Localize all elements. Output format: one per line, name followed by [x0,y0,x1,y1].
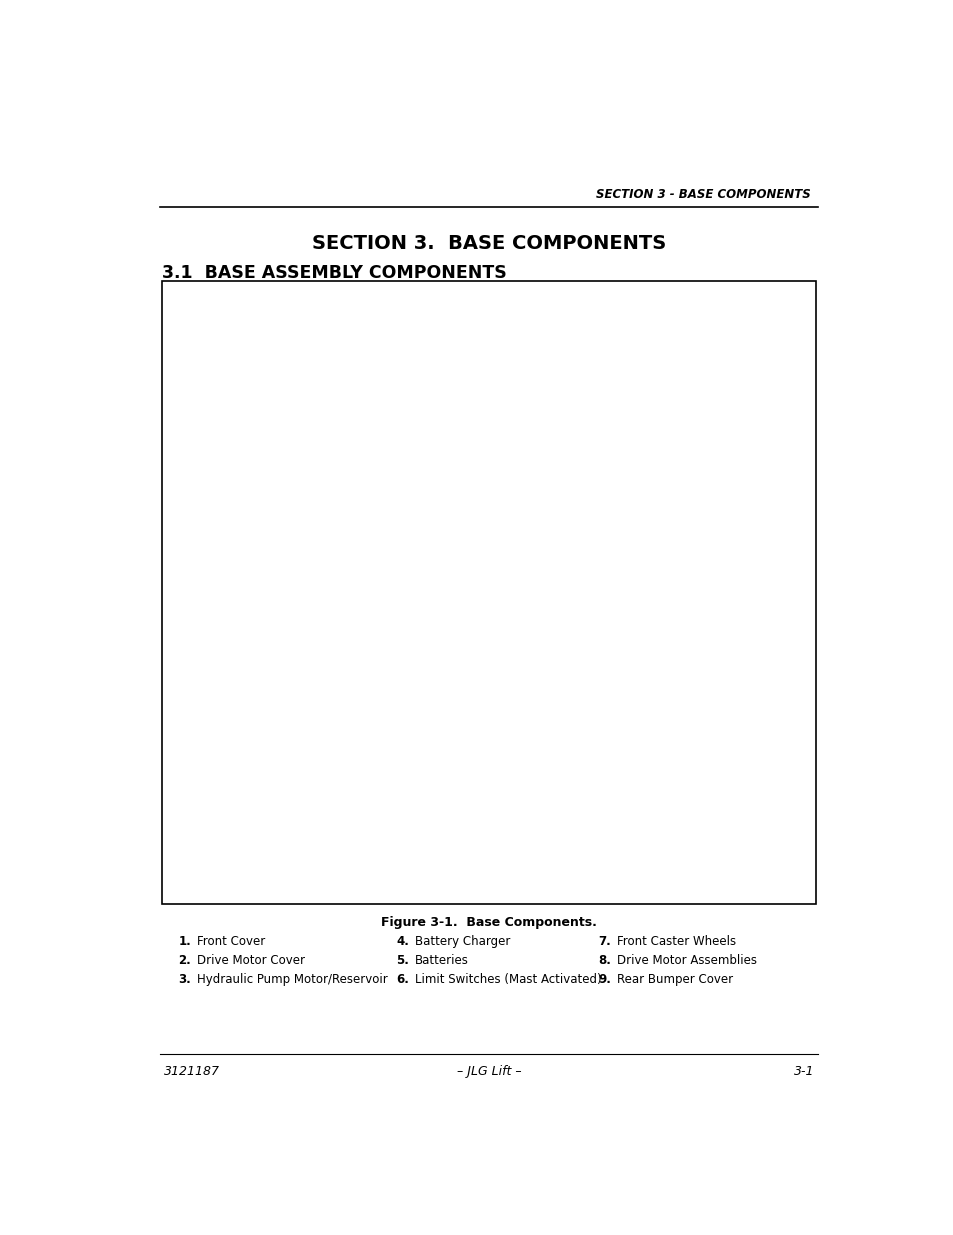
Text: Hydraulic Pump Motor/Reservoir: Hydraulic Pump Motor/Reservoir [196,973,387,986]
Text: – JLG Lift –: – JLG Lift – [456,1065,520,1078]
Text: Rear Bumper Cover: Rear Bumper Cover [617,973,732,986]
Text: 7.: 7. [598,935,611,947]
Text: 3-1: 3-1 [793,1065,813,1078]
Text: Front Cover: Front Cover [196,935,265,947]
Text: 5.: 5. [396,953,409,967]
Text: 9.: 9. [598,973,611,986]
Text: 1.: 1. [178,935,191,947]
Text: Batteries: Batteries [415,953,468,967]
Text: Limit Switches (Mast Activated): Limit Switches (Mast Activated) [415,973,601,986]
Text: Drive Motor Assemblies: Drive Motor Assemblies [617,953,756,967]
Text: 3121187: 3121187 [164,1065,219,1078]
Text: 6.: 6. [396,973,409,986]
Text: 3.1  BASE ASSEMBLY COMPONENTS: 3.1 BASE ASSEMBLY COMPONENTS [162,264,506,283]
Text: 3.: 3. [178,973,191,986]
Text: 4.: 4. [396,935,409,947]
Text: SECTION 3 - BASE COMPONENTS: SECTION 3 - BASE COMPONENTS [596,188,810,201]
Text: SECTION 3.  BASE COMPONENTS: SECTION 3. BASE COMPONENTS [312,233,665,253]
Text: Battery Charger: Battery Charger [415,935,510,947]
Text: Drive Motor Cover: Drive Motor Cover [196,953,305,967]
Bar [162,282,815,904]
Text: 2.: 2. [178,953,191,967]
Text: Figure 3-1.  Base Components.: Figure 3-1. Base Components. [380,915,597,929]
Text: 8.: 8. [598,953,611,967]
Text: Front Caster Wheels: Front Caster Wheels [617,935,735,947]
